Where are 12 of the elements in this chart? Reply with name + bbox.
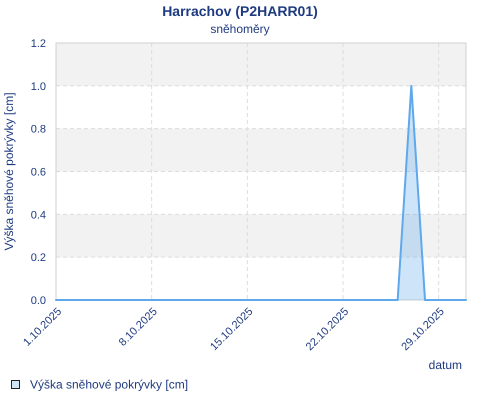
x-axis-title: datum [428, 358, 462, 372]
legend-label: Výška sněhové pokrývky [cm] [30, 378, 188, 392]
chart-subtitle: sněhoměry [210, 22, 270, 36]
y-tick-label: 1.2 [30, 38, 46, 50]
y-tick-label: 0.8 [30, 124, 46, 136]
y-tick-label: 0.2 [30, 252, 46, 264]
y-tick-label: 0.6 [30, 166, 46, 178]
y-tick-label: 0.4 [30, 209, 46, 222]
chart-title: Harrachov (P2HARR01) [162, 3, 318, 19]
y-axis-title: Výška sněhové pokrývky [cm] [2, 92, 16, 251]
y-tick-label: 0.0 [30, 295, 46, 307]
y-tick-label: 1.0 [30, 80, 46, 93]
